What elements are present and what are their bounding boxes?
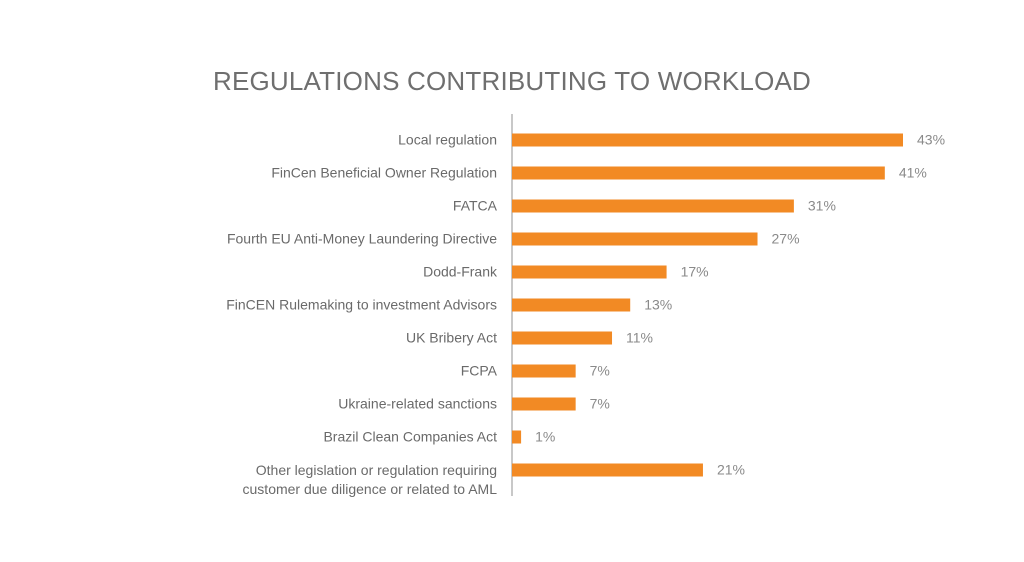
- bar: [512, 199, 794, 213]
- bar: [512, 397, 576, 411]
- category-label: Local regulation: [398, 131, 497, 148]
- bar: [512, 331, 613, 345]
- category-label: UK Bribery Act: [405, 329, 497, 346]
- value-label: 27%: [772, 231, 800, 247]
- bar: [512, 298, 631, 312]
- category-label: Fourth EU Anti-Money Laundering Directiv…: [226, 230, 497, 247]
- value-label: 21%: [717, 462, 745, 478]
- category-label: FinCen Beneficial Owner Regulation: [271, 164, 497, 181]
- value-label: 7%: [590, 363, 610, 379]
- category-label: Other legislation or regulation requirin…: [242, 462, 497, 497]
- bar: [512, 430, 522, 444]
- category-label: FinCEN Rulemaking to investment Advisors: [226, 296, 497, 313]
- value-label: 17%: [681, 264, 709, 280]
- bar: [512, 133, 903, 147]
- chart-title: REGULATIONS CONTRIBUTING TO WORKLOAD: [212, 66, 812, 96]
- category-label: FATCA: [452, 197, 497, 214]
- value-label: 43%: [917, 132, 945, 148]
- bar: [512, 232, 758, 246]
- value-label: 11%: [626, 330, 653, 346]
- value-label: 31%: [808, 198, 836, 214]
- value-label: 1%: [535, 429, 555, 445]
- category-label: Brazil Clean Companies Act: [323, 428, 497, 445]
- bar: [512, 265, 667, 279]
- category-label: Dodd-Frank: [423, 263, 497, 280]
- category-label: FCPA: [460, 362, 497, 379]
- bar: [512, 463, 703, 477]
- value-label: 41%: [899, 165, 927, 181]
- value-label: 13%: [644, 297, 672, 313]
- bar: [512, 166, 885, 180]
- value-label: 7%: [590, 396, 610, 412]
- category-label: Ukraine-related sanctions: [338, 395, 497, 412]
- bar: [512, 364, 576, 378]
